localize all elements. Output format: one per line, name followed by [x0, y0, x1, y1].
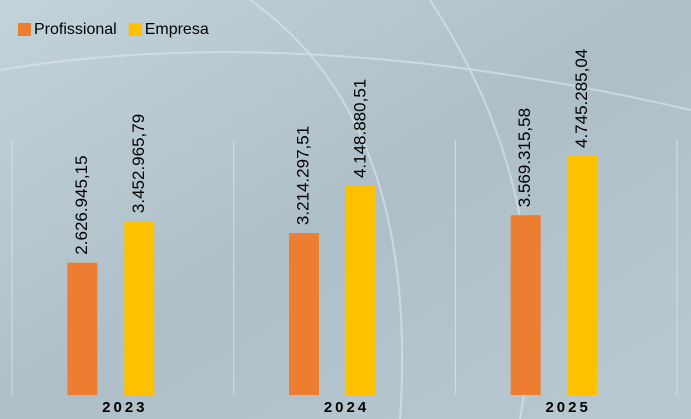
x-tick-label: 2025 — [545, 399, 590, 416]
bar — [567, 156, 598, 395]
x-tick-label: 2023 — [102, 399, 147, 416]
bar — [124, 221, 155, 395]
bar — [67, 262, 98, 395]
bar — [510, 215, 541, 395]
legend-label: Profissional — [34, 21, 117, 38]
legend-label: Empresa — [145, 21, 209, 38]
value-label: 3.214.297,51 — [293, 126, 312, 225]
value-label: 4.148.880,51 — [350, 79, 369, 178]
bar — [289, 233, 319, 395]
legend-swatch — [18, 23, 31, 36]
value-label: 2.626.945,15 — [72, 155, 91, 254]
bar — [346, 186, 376, 395]
value-label: 4.745.285,04 — [572, 49, 591, 148]
x-tick-label: 2024 — [324, 399, 369, 416]
value-label: 3.569.315,58 — [515, 108, 534, 207]
legend-swatch — [128, 23, 142, 36]
value-label: 3.452.965,79 — [129, 114, 148, 213]
